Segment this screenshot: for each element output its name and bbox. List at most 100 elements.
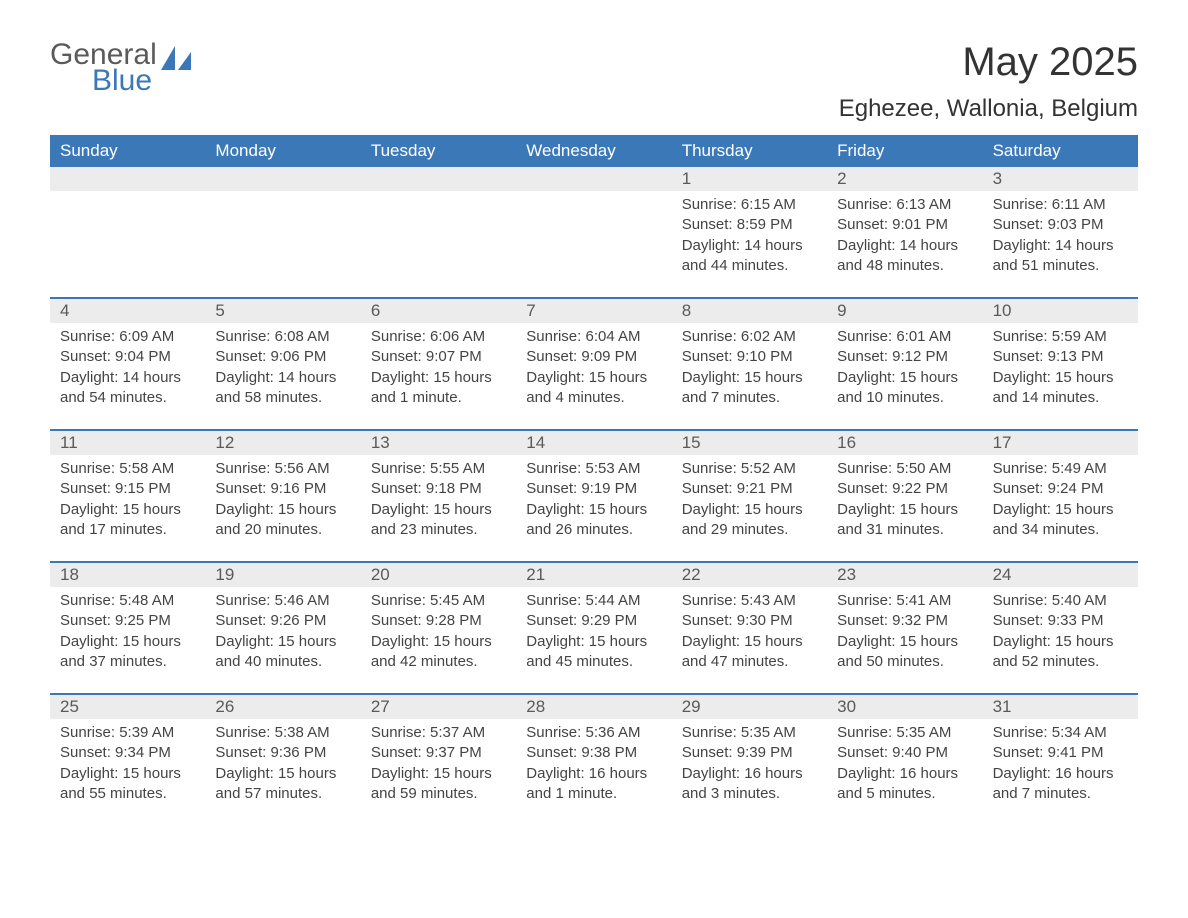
location-text: Eghezee, Wallonia, Belgium [839,95,1138,123]
day-content: Sunrise: 6:02 AMSunset: 9:10 PMDaylight:… [672,323,827,416]
day-content: Sunrise: 5:50 AMSunset: 9:22 PMDaylight:… [827,455,982,548]
week-row: 11Sunrise: 5:58 AMSunset: 9:15 PMDayligh… [50,429,1138,561]
day-number: 26 [205,695,360,719]
sunset-text: Sunset: 9:41 PM [993,743,1128,763]
day-cell: 20Sunrise: 5:45 AMSunset: 9:28 PMDayligh… [361,563,516,693]
day-cell [516,167,671,297]
day-cell: 21Sunrise: 5:44 AMSunset: 9:29 PMDayligh… [516,563,671,693]
day-number: 29 [672,695,827,719]
day-header-cell: Friday [827,135,982,167]
sunset-text: Sunset: 9:07 PM [371,347,506,367]
sunset-text: Sunset: 9:30 PM [682,611,817,631]
day-cell: 30Sunrise: 5:35 AMSunset: 9:40 PMDayligh… [827,695,982,825]
logo: General Blue [50,40,195,96]
sunset-text: Sunset: 9:32 PM [837,611,972,631]
day-number [50,167,205,191]
daylight-text: Daylight: 15 hours and 23 minutes. [371,500,506,541]
week-row: 1Sunrise: 6:15 AMSunset: 8:59 PMDaylight… [50,167,1138,297]
sunrise-text: Sunrise: 5:37 AM [371,723,506,743]
sunset-text: Sunset: 9:03 PM [993,215,1128,235]
daylight-text: Daylight: 16 hours and 7 minutes. [993,764,1128,805]
daylight-text: Daylight: 15 hours and 59 minutes. [371,764,506,805]
sunset-text: Sunset: 9:13 PM [993,347,1128,367]
day-content: Sunrise: 6:04 AMSunset: 9:09 PMDaylight:… [516,323,671,416]
day-number: 17 [983,431,1138,455]
sunrise-text: Sunrise: 5:49 AM [993,459,1128,479]
daylight-text: Daylight: 16 hours and 5 minutes. [837,764,972,805]
sunset-text: Sunset: 9:04 PM [60,347,195,367]
daylight-text: Daylight: 15 hours and 47 minutes. [682,632,817,673]
day-number: 6 [361,299,516,323]
day-cell: 8Sunrise: 6:02 AMSunset: 9:10 PMDaylight… [672,299,827,429]
sunrise-text: Sunrise: 5:41 AM [837,591,972,611]
sunrise-text: Sunrise: 5:45 AM [371,591,506,611]
daylight-text: Daylight: 16 hours and 1 minute. [526,764,661,805]
day-content: Sunrise: 5:40 AMSunset: 9:33 PMDaylight:… [983,587,1138,680]
daylight-text: Daylight: 15 hours and 57 minutes. [215,764,350,805]
day-number: 18 [50,563,205,587]
daylight-text: Daylight: 15 hours and 34 minutes. [993,500,1128,541]
daylight-text: Daylight: 15 hours and 4 minutes. [526,368,661,409]
sunset-text: Sunset: 9:39 PM [682,743,817,763]
week-row: 18Sunrise: 5:48 AMSunset: 9:25 PMDayligh… [50,561,1138,693]
day-number: 19 [205,563,360,587]
sunset-text: Sunset: 9:25 PM [60,611,195,631]
sunset-text: Sunset: 9:36 PM [215,743,350,763]
month-title: May 2025 [839,40,1138,85]
sunset-text: Sunset: 9:26 PM [215,611,350,631]
day-cell: 24Sunrise: 5:40 AMSunset: 9:33 PMDayligh… [983,563,1138,693]
day-content: Sunrise: 5:52 AMSunset: 9:21 PMDaylight:… [672,455,827,548]
daylight-text: Daylight: 14 hours and 44 minutes. [682,236,817,277]
day-content: Sunrise: 5:34 AMSunset: 9:41 PMDaylight:… [983,719,1138,812]
title-block: May 2025 Eghezee, Wallonia, Belgium [839,40,1138,123]
sunset-text: Sunset: 9:15 PM [60,479,195,499]
day-content: Sunrise: 5:43 AMSunset: 9:30 PMDaylight:… [672,587,827,680]
day-content: Sunrise: 5:37 AMSunset: 9:37 PMDaylight:… [361,719,516,812]
sunrise-text: Sunrise: 6:01 AM [837,327,972,347]
day-number: 15 [672,431,827,455]
sunset-text: Sunset: 9:37 PM [371,743,506,763]
daylight-text: Daylight: 15 hours and 7 minutes. [682,368,817,409]
sunrise-text: Sunrise: 6:08 AM [215,327,350,347]
day-content: Sunrise: 5:48 AMSunset: 9:25 PMDaylight:… [50,587,205,680]
day-content: Sunrise: 6:01 AMSunset: 9:12 PMDaylight:… [827,323,982,416]
daylight-text: Daylight: 15 hours and 55 minutes. [60,764,195,805]
daylight-text: Daylight: 15 hours and 1 minute. [371,368,506,409]
day-content: Sunrise: 5:36 AMSunset: 9:38 PMDaylight:… [516,719,671,812]
day-number: 28 [516,695,671,719]
sunrise-text: Sunrise: 5:38 AM [215,723,350,743]
sunset-text: Sunset: 9:34 PM [60,743,195,763]
day-cell: 2Sunrise: 6:13 AMSunset: 9:01 PMDaylight… [827,167,982,297]
day-content: Sunrise: 5:46 AMSunset: 9:26 PMDaylight:… [205,587,360,680]
week-row: 25Sunrise: 5:39 AMSunset: 9:34 PMDayligh… [50,693,1138,825]
day-cell: 28Sunrise: 5:36 AMSunset: 9:38 PMDayligh… [516,695,671,825]
day-header-cell: Thursday [672,135,827,167]
day-number: 23 [827,563,982,587]
day-cell: 11Sunrise: 5:58 AMSunset: 9:15 PMDayligh… [50,431,205,561]
sunset-text: Sunset: 9:09 PM [526,347,661,367]
day-content: Sunrise: 5:41 AMSunset: 9:32 PMDaylight:… [827,587,982,680]
sunrise-text: Sunrise: 6:06 AM [371,327,506,347]
sunrise-text: Sunrise: 5:55 AM [371,459,506,479]
day-cell: 23Sunrise: 5:41 AMSunset: 9:32 PMDayligh… [827,563,982,693]
sunrise-text: Sunrise: 5:40 AM [993,591,1128,611]
sunrise-text: Sunrise: 5:43 AM [682,591,817,611]
sunrise-text: Sunrise: 6:11 AM [993,195,1128,215]
sunset-text: Sunset: 9:29 PM [526,611,661,631]
daylight-text: Daylight: 15 hours and 50 minutes. [837,632,972,673]
sunrise-text: Sunrise: 6:15 AM [682,195,817,215]
day-number: 21 [516,563,671,587]
day-content: Sunrise: 5:35 AMSunset: 9:39 PMDaylight:… [672,719,827,812]
daylight-text: Daylight: 14 hours and 54 minutes. [60,368,195,409]
sunrise-text: Sunrise: 6:09 AM [60,327,195,347]
day-cell: 15Sunrise: 5:52 AMSunset: 9:21 PMDayligh… [672,431,827,561]
sunrise-text: Sunrise: 5:56 AM [215,459,350,479]
logo-text-blue: Blue [92,66,157,96]
sunset-text: Sunset: 9:19 PM [526,479,661,499]
day-cell: 26 Sunrise: 5:38 AMSunset: 9:36 PMDayligh… [205,695,360,825]
weeks-container: 1Sunrise: 6:15 AMSunset: 8:59 PMDaylight… [50,167,1138,825]
week-row: 4Sunrise: 6:09 AMSunset: 9:04 PMDaylight… [50,297,1138,429]
sunrise-text: Sunrise: 5:34 AM [993,723,1128,743]
day-header-cell: Monday [205,135,360,167]
daylight-text: Daylight: 15 hours and 29 minutes. [682,500,817,541]
